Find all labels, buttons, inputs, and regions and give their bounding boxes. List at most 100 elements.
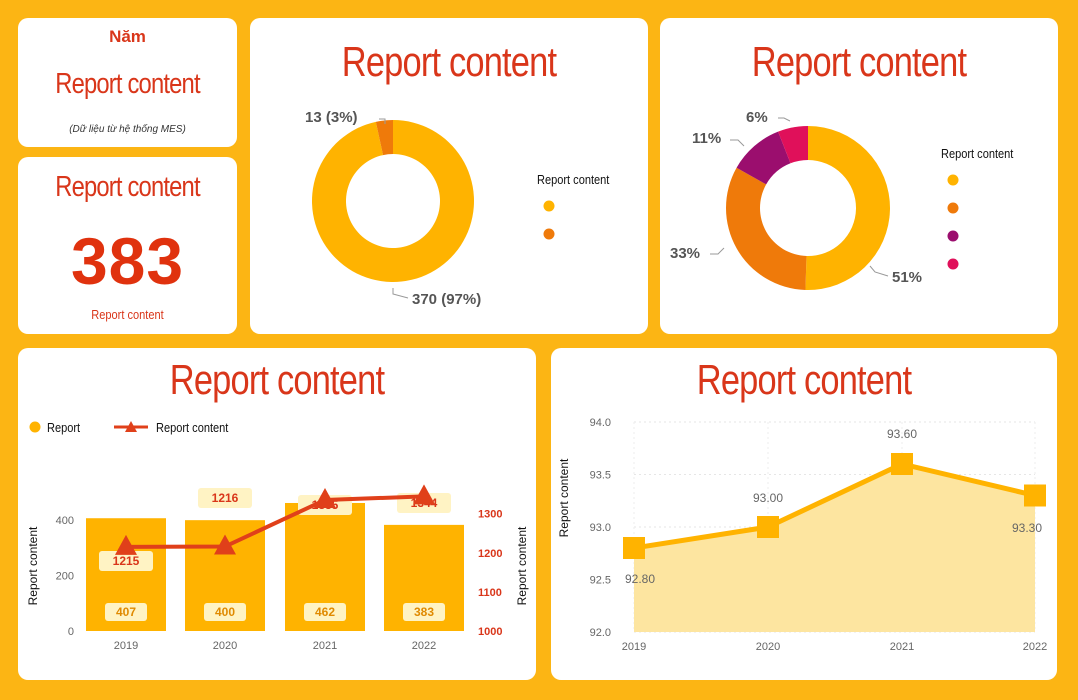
line-point (314, 487, 336, 508)
series-line (633, 461, 1036, 551)
line-label-bg (99, 551, 153, 571)
y-tick-label: 200 (56, 571, 74, 583)
donut-card-1: Report content 370 (97%) 13 (3%) Report co… (250, 18, 648, 334)
y-tick-label: 0 (68, 626, 74, 638)
donut-slice (736, 131, 791, 185)
data-point (1024, 484, 1046, 507)
kpi-title: Report content (55, 171, 200, 203)
line-label-bg (198, 488, 252, 508)
combo-chart: Report Report content 0 200 400 Report conten… (26, 420, 529, 652)
leader-line (869, 265, 889, 277)
leader-line (730, 139, 745, 147)
slice-label: 370 (97%) (412, 291, 481, 308)
kpi-caption: Report content (91, 307, 164, 322)
data-label: 93.00 (753, 491, 783, 505)
header-card: Năm Report content (Dữ liệu từ hệ thống … (18, 18, 237, 147)
bar-label: 407 (116, 605, 136, 619)
legend-marker (947, 174, 959, 186)
y2-tick-label: 1100 (478, 587, 502, 599)
x-tick-label: 2020 (213, 640, 237, 652)
x-tick-label: 2021 (890, 641, 914, 653)
legend-marker (947, 258, 959, 270)
header-title: Report content (55, 68, 200, 100)
bar-label-bg (204, 603, 246, 621)
data-label: 92.80 (625, 572, 655, 586)
x-tick-label: 2021 (313, 640, 337, 652)
x-tick-label: 2020 (756, 641, 780, 653)
slice-label: 11% (692, 130, 721, 147)
donut-slice (778, 126, 808, 164)
y-tick-label: 94.0 (590, 417, 611, 429)
x-tick-label: 2019 (114, 640, 138, 652)
combo-card: Report content Report Report content 0 200 4… (18, 348, 536, 680)
legend-title: Report content (941, 146, 1014, 161)
kpi-value: 383 (70, 224, 185, 298)
bar-label: 400 (215, 605, 235, 619)
donut-1-title: Report content (341, 38, 557, 85)
line-label: 1216 (212, 491, 239, 505)
y-axis-title: Report content (26, 526, 40, 605)
leader-line (392, 288, 409, 299)
y-tick-label: 400 (56, 515, 74, 527)
data-point (891, 453, 913, 475)
y2-tick-label: 1200 (478, 548, 502, 560)
legend-marker (947, 202, 959, 214)
data-label: 93.60 (887, 427, 917, 441)
slice-label: 6% (746, 109, 768, 126)
leader-line (710, 247, 725, 255)
x-tick-label: 2022 (1023, 641, 1047, 653)
y2-tick-label: 1300 (478, 509, 502, 521)
line-label: 1215 (113, 554, 140, 568)
legend-label: Report (47, 420, 81, 435)
legend-marker (29, 421, 41, 433)
donut-slice (375, 120, 393, 156)
x-tick-label: 2019 (622, 641, 646, 653)
donut-slice (312, 120, 474, 282)
slice-label: 51% (892, 269, 922, 286)
legend-marker (125, 421, 137, 432)
y2-tick-label: 1000 (478, 626, 502, 638)
bar-label: 383 (414, 605, 434, 619)
bar-label: 462 (315, 605, 335, 619)
y-tick-label: 93.0 (590, 522, 611, 534)
year-label: Năm (109, 27, 146, 46)
donut-chart-1: 370 (97%) 13 (3%) Report content (305, 109, 610, 308)
donut-chart-2: 51% 33% 11% 6% Report content (670, 109, 1014, 290)
leader-line (778, 117, 791, 122)
slice-label: 33% (670, 245, 700, 262)
y-tick-label: 93.5 (590, 470, 611, 482)
y-tick-label: 92.5 (590, 575, 611, 587)
legend-marker (543, 200, 555, 212)
legend-label: Report content (156, 420, 229, 435)
x-tick-label: 2022 (412, 640, 436, 652)
data-label: 93.30 (1012, 521, 1042, 535)
area-fill (634, 464, 1035, 632)
legend-marker (947, 230, 959, 242)
data-point (623, 537, 645, 559)
legend-title: Report content (537, 172, 610, 187)
donut-slice (805, 126, 891, 290)
donut-slice (726, 167, 807, 290)
combo-title: Report content (169, 356, 385, 403)
line-point (413, 484, 435, 505)
area-title: Report content (696, 356, 912, 403)
leader-line (379, 118, 386, 124)
y2-axis-title: Report content (515, 526, 529, 605)
donut-card-2: Report content 51% 33% 11% 6% Report content (660, 18, 1058, 334)
area-card: Report content 92.0 92.5 93.0 93.5 94.0 Repor… (551, 348, 1057, 680)
series-line (125, 494, 425, 549)
kpi-card: Report content 383 Report content (18, 157, 237, 334)
slice-label: 13 (3%) (305, 109, 358, 126)
y-axis-title: Report content (557, 458, 571, 537)
legend-marker (543, 228, 555, 240)
bar-label-bg (403, 603, 445, 621)
area-chart: 92.0 92.5 93.0 93.5 94.0 Report content 92.80 2… (557, 417, 1047, 653)
bar-label-bg (304, 603, 346, 621)
line-point (214, 534, 236, 555)
line-point (115, 534, 137, 555)
source-note: (Dữ liệu từ hệ thống MES) (69, 124, 186, 135)
data-point (757, 516, 779, 538)
donut-2-title: Report content (751, 38, 967, 85)
bar-label-bg (105, 603, 147, 621)
